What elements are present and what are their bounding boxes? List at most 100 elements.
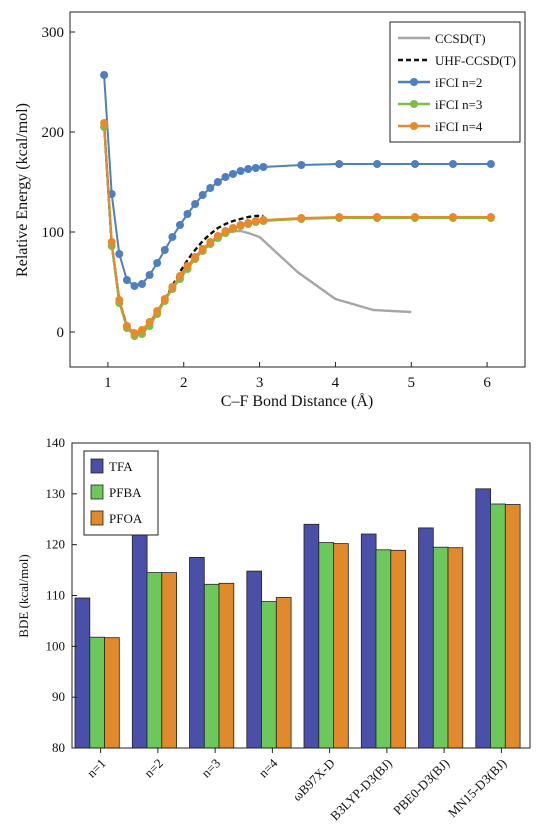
bar-pfoa xyxy=(161,572,178,749)
y-axis-label-top: Relative Energy (kcal/mol) xyxy=(14,103,31,277)
category-label: PBE0-D3(BJ) xyxy=(390,756,452,818)
data-point xyxy=(221,173,230,181)
data-point xyxy=(145,318,154,326)
plot-frame-top xyxy=(69,11,526,368)
bar-tfa xyxy=(418,527,434,749)
bar-tfa xyxy=(74,597,91,749)
data-point xyxy=(100,119,109,127)
data-point xyxy=(168,233,177,241)
data-point xyxy=(115,296,124,304)
legend-top: CCSD(T) UHF-CCSD(T) iFCI n=2 iFCI n=3 iFCI n… xyxy=(389,21,521,143)
data-point xyxy=(183,262,192,270)
data-point xyxy=(297,161,306,169)
bar-pfoa xyxy=(104,637,120,749)
y-tick-label-bottom: 120 xyxy=(46,537,66,552)
data-point xyxy=(176,221,184,229)
data-point xyxy=(236,221,245,229)
y-axis-label-bottom: BDE (kcal/mol) xyxy=(16,554,31,637)
bar-tfa xyxy=(303,523,320,749)
data-point xyxy=(100,71,109,79)
legend-marker xyxy=(410,100,418,108)
data-point xyxy=(411,160,419,168)
series-line-ccsd-t- xyxy=(102,123,412,337)
bar-pfoa xyxy=(504,504,521,749)
data-point xyxy=(145,271,154,279)
data-point xyxy=(213,178,222,186)
x-axis-label-top: C–F Bond Distance (Å) xyxy=(221,392,373,410)
legend-label: UHF-CCSD(T) xyxy=(435,53,516,68)
bar-pfba xyxy=(318,542,334,749)
data-point xyxy=(138,280,146,288)
y-tick-label-top: 100 xyxy=(42,225,65,241)
data-point xyxy=(153,307,162,315)
data-point xyxy=(160,295,169,303)
data-point xyxy=(229,224,237,232)
bar-pfoa xyxy=(275,597,292,749)
energy-curve-chart: 1 2 3 4 5 6 0 100 200 300 C–F Bond Distance (Å) R… xyxy=(14,11,526,410)
category-label: n=4 xyxy=(256,755,281,780)
legend-label: iFCI n=4 xyxy=(435,119,483,134)
data-point xyxy=(251,217,260,225)
data-point xyxy=(236,167,245,175)
data-point xyxy=(206,184,215,192)
bar-pfba xyxy=(203,583,220,749)
data-point xyxy=(229,170,237,178)
x-tick-label-top: 4 xyxy=(332,375,340,391)
bar-pfoa xyxy=(218,582,235,749)
series-group-top xyxy=(100,71,495,340)
legend-label-bottom: PFBA xyxy=(109,485,142,500)
bar-pfba xyxy=(490,503,506,749)
data-point xyxy=(373,160,382,168)
data-point xyxy=(486,213,495,221)
data-point xyxy=(138,326,146,334)
data-point xyxy=(373,213,382,221)
category-label: n=2 xyxy=(141,756,166,781)
bar-tfa xyxy=(189,557,205,749)
category-label: n=3 xyxy=(198,756,223,781)
category-label: MN15-D3(BJ) xyxy=(445,756,510,821)
data-point xyxy=(206,238,215,246)
data-point xyxy=(160,246,169,254)
bar-pfba xyxy=(89,636,106,749)
data-point xyxy=(198,191,207,199)
data-point xyxy=(259,216,268,224)
y-tick-label-bottom: 140 xyxy=(46,435,66,450)
bar-pfba xyxy=(146,572,163,749)
bar-pfba xyxy=(261,601,277,749)
legend-label-bottom: PFOA xyxy=(109,511,143,526)
data-point xyxy=(191,200,200,208)
legend-label: iFCI n=2 xyxy=(435,75,482,90)
y-tick-label-bottom: 130 xyxy=(46,486,66,501)
category-label: ωB97X-D xyxy=(289,756,337,804)
y-tick-label-bottom: 90 xyxy=(52,689,65,704)
data-point xyxy=(221,227,230,235)
y-tick-label-top: 0 xyxy=(57,325,65,341)
data-point xyxy=(449,160,457,168)
bar-tfa xyxy=(475,488,491,749)
data-point xyxy=(176,272,184,280)
data-point xyxy=(297,214,306,222)
bar-pfba xyxy=(432,546,449,749)
data-point xyxy=(335,160,344,168)
bar-tfa xyxy=(131,533,148,749)
x-tick-label-top: 2 xyxy=(180,375,188,391)
data-point xyxy=(213,232,222,240)
series-line-ifci-n-4 xyxy=(103,122,491,334)
bar-pfba xyxy=(375,549,392,749)
category-label: n=1 xyxy=(84,756,109,781)
bar-tfa xyxy=(246,570,263,749)
bar-tfa xyxy=(360,533,377,749)
data-point xyxy=(153,259,162,267)
data-point xyxy=(259,163,268,171)
data-point xyxy=(115,250,124,258)
data-point xyxy=(486,160,495,168)
legend-swatch-bottom xyxy=(90,458,104,474)
data-point xyxy=(168,283,177,291)
data-point xyxy=(122,322,131,330)
data-point xyxy=(411,213,419,221)
bar-pfoa xyxy=(447,547,464,749)
legend-label: iFCI n=3 xyxy=(435,97,482,112)
data-point xyxy=(244,165,253,173)
legend-swatch-bottom xyxy=(90,510,104,526)
